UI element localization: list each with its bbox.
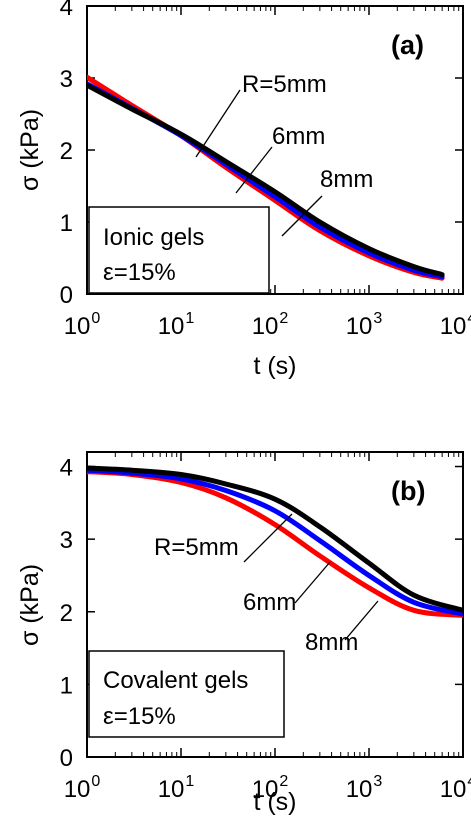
y-tick-label-a-4: 4	[60, 0, 73, 21]
y-tick-label-a-3: 3	[60, 66, 73, 93]
x-tick-label-a-2: 102	[252, 310, 289, 340]
y-tick-label-a-2: 2	[60, 138, 73, 165]
x-tick-label-b-2: 102	[252, 773, 289, 803]
annotation-b-6: 6mm	[243, 589, 296, 616]
y-tick-label-a-1: 1	[60, 210, 73, 237]
annotation-b-r5: R=5mm	[154, 534, 239, 561]
box-text-a-gel: Ionic gels	[103, 224, 204, 251]
y-tick-label-b-4: 4	[60, 455, 73, 482]
x-tick-label-a-4: 104	[440, 310, 471, 340]
series-group-b	[87, 465, 463, 618]
y-tick-label-b-0: 0	[60, 745, 73, 772]
x-axis-a: 100 101 102 103 104	[64, 6, 471, 340]
leader-line-b-8	[344, 600, 379, 641]
series-line-a-2	[87, 82, 445, 278]
series-group-a	[87, 74, 445, 281]
y-tick-label-b-2: 2	[60, 600, 73, 627]
x-tick-label-b-1: 101	[158, 773, 195, 803]
x-tick-label-a-3: 103	[346, 310, 383, 340]
y-axis-b: 0 1 2 3 4	[60, 455, 463, 772]
box-text-b-strain: ε=15%	[103, 703, 176, 730]
x-tick-label-a-1: 101	[158, 310, 195, 340]
y-axis-label-b: σ (kPa)	[16, 564, 44, 646]
y-tick-label-b-3: 3	[60, 527, 73, 554]
series-line-b-2	[87, 465, 463, 613]
x-axis-label-b: t (s)	[253, 788, 296, 816]
x-tick-label-b-4: 104	[440, 773, 471, 803]
legend-box-a	[88, 206, 270, 294]
annotation-a-6: 6mm	[272, 123, 325, 150]
x-tick-label-b-3: 103	[346, 773, 383, 803]
annotation-a-8: 8mm	[320, 166, 373, 193]
x-axis-label-a: t (s)	[253, 352, 296, 380]
series-line-b-1	[87, 467, 463, 617]
box-text-a-strain: ε=15%	[103, 259, 176, 286]
panel-label-b: (b)	[391, 476, 425, 506]
x-tick-label-b-0: 100	[64, 773, 101, 803]
legend-box-b	[88, 650, 285, 738]
leader-line-b-6	[294, 561, 331, 604]
y-axis-label-a: σ (kPa)	[16, 109, 44, 191]
y-tick-label-b-1: 1	[60, 672, 73, 699]
leader-line-a-6	[235, 146, 273, 194]
leader-line-b-r5	[243, 513, 293, 563]
x-tick-label-a-0: 100	[64, 310, 101, 340]
x-axis-b: 100 101 102 103 104	[64, 452, 471, 803]
box-text-b-gel: Covalent gels	[103, 667, 248, 694]
leader-line-a-8	[281, 195, 323, 237]
leader-line-a-r5	[195, 89, 241, 158]
annotation-b-8: 8mm	[305, 629, 358, 656]
annotation-a-r5: R=5mm	[242, 71, 327, 98]
y-tick-label-a-0: 0	[60, 282, 73, 309]
panel-label-a: (a)	[391, 30, 424, 60]
